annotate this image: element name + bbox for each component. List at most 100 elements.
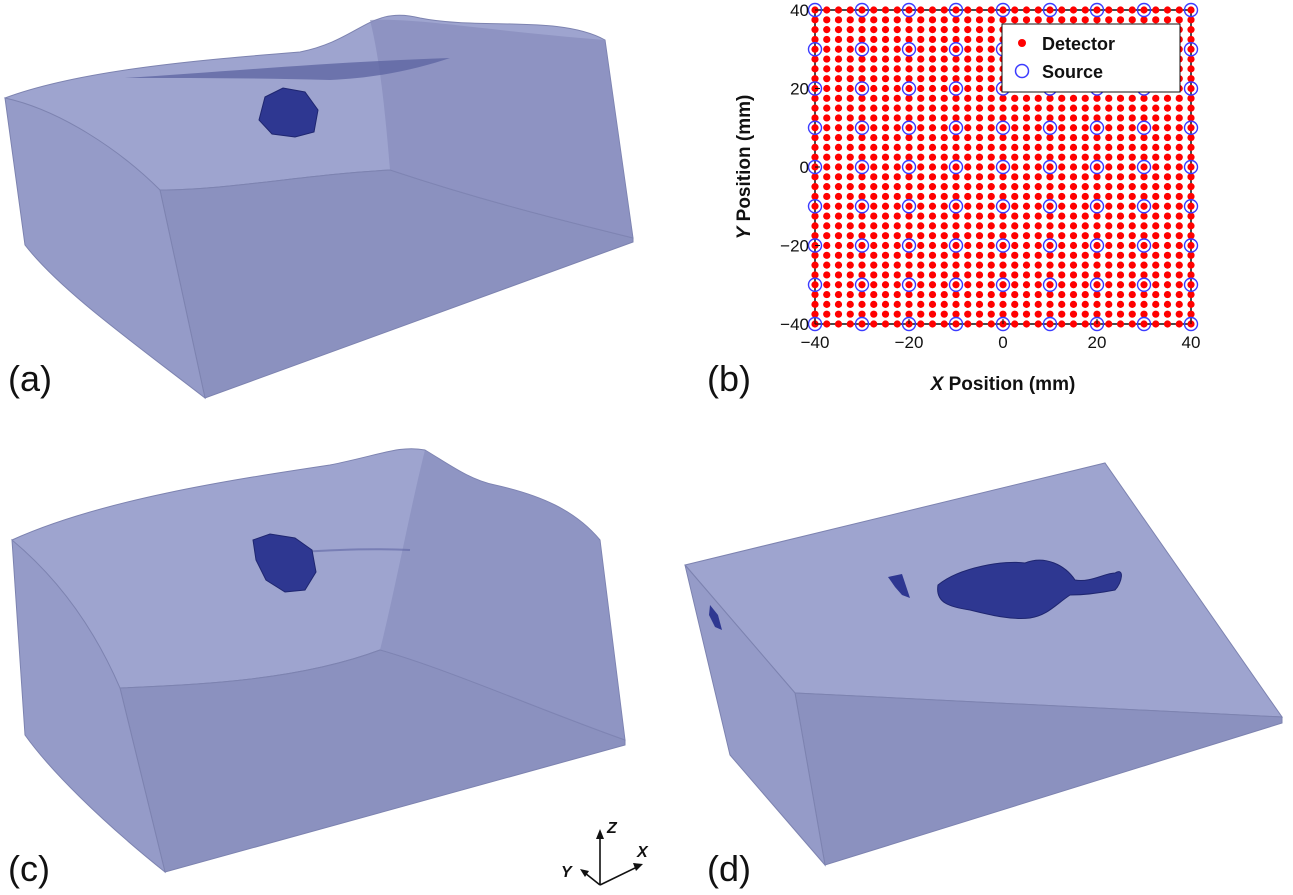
detector-point [940,290,948,299]
detector-point [881,104,890,112]
detector-point [1093,104,1101,112]
detector-point [1011,241,1019,250]
detector-point [964,222,972,230]
detector-point [917,55,925,63]
detector-point [1058,202,1066,210]
detector-point [940,16,948,24]
detector-point [905,143,913,151]
detector-point [940,261,948,269]
detector-point [1140,241,1148,250]
detector-point [823,173,831,181]
source-point [1183,199,1199,214]
detector-point [975,26,984,34]
detector-point [1034,212,1042,220]
detector-point [870,310,878,318]
detector-point [1034,241,1042,250]
detector-point [905,163,913,171]
detector-point [858,212,866,220]
detector-point [917,173,925,181]
detector-point [987,133,995,142]
detector-point [940,114,948,122]
detector-point [834,261,843,269]
detector-point [823,163,831,171]
detector-point [1152,261,1160,269]
detector-point [1175,290,1183,299]
detector-point [1152,202,1160,210]
detector-point [975,271,984,279]
detector-point [846,75,854,83]
panel-label-a: (a) [8,358,52,399]
detector-point [905,310,913,318]
detector-point [1081,320,1089,328]
detector-point [1105,222,1113,230]
detector-point [1140,212,1148,220]
detector-point [858,26,866,34]
detector-point [928,143,937,151]
source-point [1042,199,1058,214]
detector-point [1069,261,1078,269]
detector-point [1152,6,1160,14]
detector-point [1011,202,1019,210]
detector-point [928,320,937,328]
detector-point [870,6,878,14]
detector-point [1034,143,1042,151]
detector-point [1128,281,1136,289]
detector-point [1116,114,1125,122]
detector-point [811,281,819,289]
detector-point [964,163,972,171]
detector-point [1046,6,1054,14]
detector-point [1175,163,1183,171]
legend-detector-marker [1018,39,1026,47]
detector-point [1128,16,1136,24]
detector-point [999,281,1007,289]
detector-point [1022,281,1031,289]
detector-point [870,45,878,53]
detector-point [1058,192,1066,201]
detector-point [905,26,913,34]
source-point [1183,238,1199,253]
detector-point [1058,251,1066,259]
detector-point [1128,300,1136,308]
detector-point [823,153,831,161]
detector-point [811,261,819,269]
detector-point [940,222,948,230]
detector-point [823,124,831,132]
detector-point [999,183,1007,191]
source-point [1042,277,1058,292]
detector-point [870,133,878,142]
detector-point [975,261,984,269]
detector-point [987,163,995,171]
detector-point [1058,320,1066,328]
detector-point [1058,163,1066,171]
detector-point [834,241,843,250]
detector-point [811,133,819,142]
detector-point [893,55,901,63]
detector-point [1163,241,1172,250]
detector-point [893,133,901,142]
detector-point [870,192,878,201]
detector-point [999,94,1007,102]
detector-point [987,222,995,230]
detector-point [1046,183,1054,191]
detector-point [964,310,972,318]
detector-point [858,271,866,279]
detector-point [1175,281,1183,289]
detector-point [964,212,972,220]
detector-point [881,212,890,220]
detector-point [1046,241,1054,250]
detector-point [928,153,937,161]
detector-point [881,114,890,122]
detector-point [811,45,819,53]
y-tick-label: 0 [800,158,809,177]
detector-point [870,35,878,44]
detector-point [858,222,866,230]
detector-point [999,6,1007,14]
source-point [1089,316,1105,332]
detector-point [893,222,901,230]
detector-point [1163,143,1172,151]
detector-point [952,173,960,181]
detector-point [1069,104,1078,112]
detector-point [1128,153,1136,161]
detector-point [1140,202,1148,210]
detector-point [811,251,819,259]
